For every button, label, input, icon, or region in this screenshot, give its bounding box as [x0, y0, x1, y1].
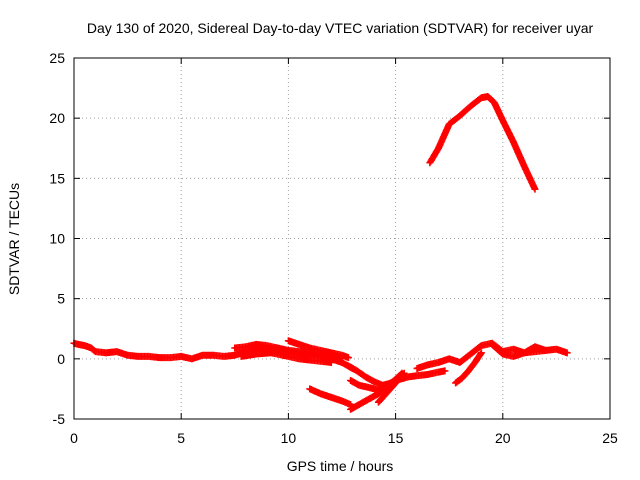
x-tick-labels: 0 5 10 15 20 25 [70, 430, 618, 446]
x-axis-label: GPS time / hours [287, 458, 394, 474]
series-track-recover-b [452, 349, 485, 387]
series-track-main-c [237, 349, 335, 366]
data-point [327, 358, 335, 366]
series-track-recover-c [488, 340, 550, 360]
data-point [563, 349, 571, 357]
data-point [344, 354, 352, 362]
data-point [542, 346, 550, 354]
x-tick-label: 10 [281, 430, 297, 446]
series-track-arc [426, 93, 539, 193]
x-tick-label: 25 [602, 430, 618, 446]
y-tick-label: 0 [57, 351, 65, 367]
series-track-dip-c [306, 385, 355, 409]
x-tick-label: 0 [70, 430, 78, 446]
data-point [441, 367, 449, 375]
y-axis-label: SDTVAR / TECUs [6, 183, 22, 295]
data-point [400, 369, 408, 377]
series-track-main-d [284, 337, 352, 362]
y-tick-label: 5 [57, 291, 65, 307]
plot-points [70, 93, 571, 413]
y-tick-label: 20 [49, 110, 65, 126]
x-tick-label: 15 [388, 430, 404, 446]
data-point [477, 349, 485, 357]
y-tick-labels: -5 0 5 10 15 20 25 [49, 50, 65, 427]
y-tick-label: 25 [49, 50, 65, 66]
data-point [399, 370, 407, 378]
data-point [477, 350, 485, 358]
y-tick-label: -5 [53, 411, 66, 427]
chart-title: Day 130 of 2020, Sidereal Day-to-day VTE… [87, 20, 594, 36]
axis-ticks [73, 57, 611, 420]
series-track-dip-e [374, 369, 408, 406]
x-tick-label: 5 [177, 430, 185, 446]
x-tick-label: 20 [495, 430, 511, 446]
y-tick-label: 15 [49, 170, 65, 186]
data-point [531, 185, 539, 193]
y-tick-label: 10 [49, 231, 65, 247]
